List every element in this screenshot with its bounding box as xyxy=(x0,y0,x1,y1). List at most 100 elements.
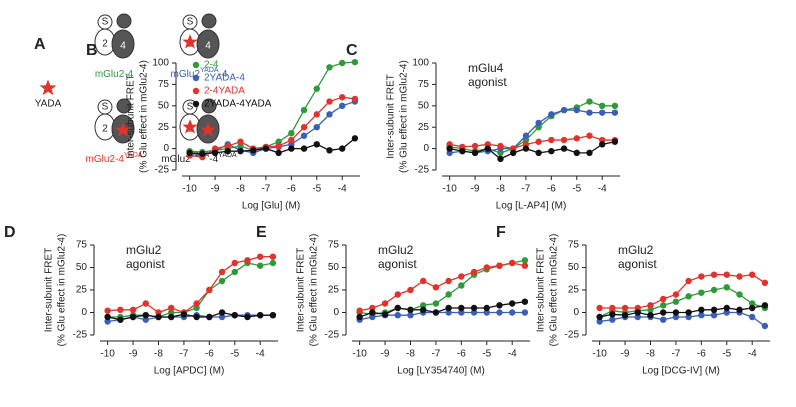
data-point xyxy=(420,302,427,309)
x-tick-label: -9 xyxy=(129,349,138,360)
data-point xyxy=(611,138,619,145)
data-point xyxy=(269,312,277,319)
data-point xyxy=(599,141,606,148)
data-point xyxy=(339,94,346,101)
y-axis-label: Inter-subunit FRET xyxy=(386,74,397,158)
data-point xyxy=(609,304,616,312)
panel-letter: C xyxy=(346,42,358,59)
x-tick-label: -5 xyxy=(482,349,491,360)
data-point xyxy=(596,313,603,321)
label-text: -4 xyxy=(209,154,218,165)
data-point xyxy=(313,85,320,92)
data-point xyxy=(142,300,149,307)
data-point xyxy=(521,257,529,264)
data-point xyxy=(710,286,718,294)
x-tick-label: -5 xyxy=(230,349,239,360)
data-point xyxy=(521,262,529,269)
label-superscript: YADA xyxy=(218,152,237,159)
data-point xyxy=(647,302,654,309)
x-tick-label: -5 xyxy=(572,184,581,195)
panel-letter: B xyxy=(86,42,98,59)
data-point xyxy=(275,149,282,157)
label-superscript: YADA xyxy=(124,152,143,159)
data-point xyxy=(142,312,149,319)
x-tick-label: -10 xyxy=(100,349,115,360)
data-point xyxy=(484,145,491,152)
label-superscript: YADA xyxy=(200,67,219,74)
data-point xyxy=(611,102,619,110)
data-point xyxy=(522,132,530,139)
data-point xyxy=(381,300,389,307)
data-point xyxy=(573,106,580,114)
data-point xyxy=(193,304,200,312)
data-point xyxy=(288,136,295,144)
data-point xyxy=(257,253,264,260)
data-point xyxy=(471,149,479,157)
data-point xyxy=(497,155,504,163)
data-point xyxy=(749,304,756,312)
subunit-label: S xyxy=(187,17,194,28)
yada-label: YADA xyxy=(35,99,62,110)
data-point xyxy=(193,313,200,321)
x-tick-label: -4 xyxy=(508,349,517,360)
data-point xyxy=(548,111,555,118)
data-point xyxy=(244,257,251,264)
data-point xyxy=(483,309,490,316)
x-tick-label: -5 xyxy=(722,349,731,360)
data-point xyxy=(672,291,680,298)
data-point xyxy=(129,306,137,313)
data-point xyxy=(535,119,542,127)
panel-letter: F xyxy=(496,224,506,241)
y-axis-label: Inter-subunit FRET xyxy=(44,248,55,332)
construct-glyph: S24 xyxy=(179,98,220,144)
data-point xyxy=(117,306,124,313)
subunit-label: S xyxy=(102,17,109,28)
data-point xyxy=(218,309,226,316)
data-point xyxy=(560,145,568,152)
data-point xyxy=(586,98,593,105)
data-point xyxy=(104,313,111,321)
data-point xyxy=(313,111,320,118)
legend-marker xyxy=(192,100,200,108)
data-point xyxy=(313,124,320,131)
data-point xyxy=(685,313,692,321)
data-point xyxy=(168,313,175,321)
data-point xyxy=(548,147,555,155)
construct-diagrams: S24mGlu2-4S24mGlu2YADA-4S24mGlu2-4YADAS2… xyxy=(86,13,237,165)
data-point xyxy=(458,304,465,312)
x-tick-label: -10 xyxy=(182,184,197,195)
x-tick-label: -4 xyxy=(598,184,607,195)
x-tick-label: -9 xyxy=(211,184,220,195)
data-point xyxy=(573,149,580,157)
data-point xyxy=(698,306,705,313)
data-point xyxy=(237,138,244,145)
x-tick-label: -4 xyxy=(748,349,757,360)
data-point xyxy=(586,132,593,139)
data-point xyxy=(698,273,705,280)
data-point xyxy=(599,102,606,110)
data-point xyxy=(459,147,466,155)
legend-marker xyxy=(192,87,200,95)
legend-marker xyxy=(192,74,200,82)
x-tick-label: -8 xyxy=(406,349,415,360)
data-point xyxy=(446,145,453,152)
data-point xyxy=(356,307,363,314)
annotation: agonist xyxy=(618,257,657,271)
data-point xyxy=(496,309,503,316)
annotation: mGlu2 xyxy=(618,243,654,257)
data-point xyxy=(496,262,503,269)
data-point xyxy=(458,309,465,316)
y-tick-label: 75 xyxy=(76,240,88,251)
y-tick-label: 25 xyxy=(328,285,340,296)
data-point xyxy=(420,277,427,285)
data-point xyxy=(432,300,440,307)
data-point xyxy=(244,313,251,321)
annotation: agonist xyxy=(378,257,417,271)
y-tick-label: -25 xyxy=(73,330,88,341)
y-tick-label: 25 xyxy=(568,285,580,296)
yada-star xyxy=(39,79,57,96)
x-tick-label: -7 xyxy=(431,349,440,360)
data-point xyxy=(369,304,376,312)
data-point xyxy=(237,147,244,155)
x-tick-label: -7 xyxy=(261,184,270,195)
